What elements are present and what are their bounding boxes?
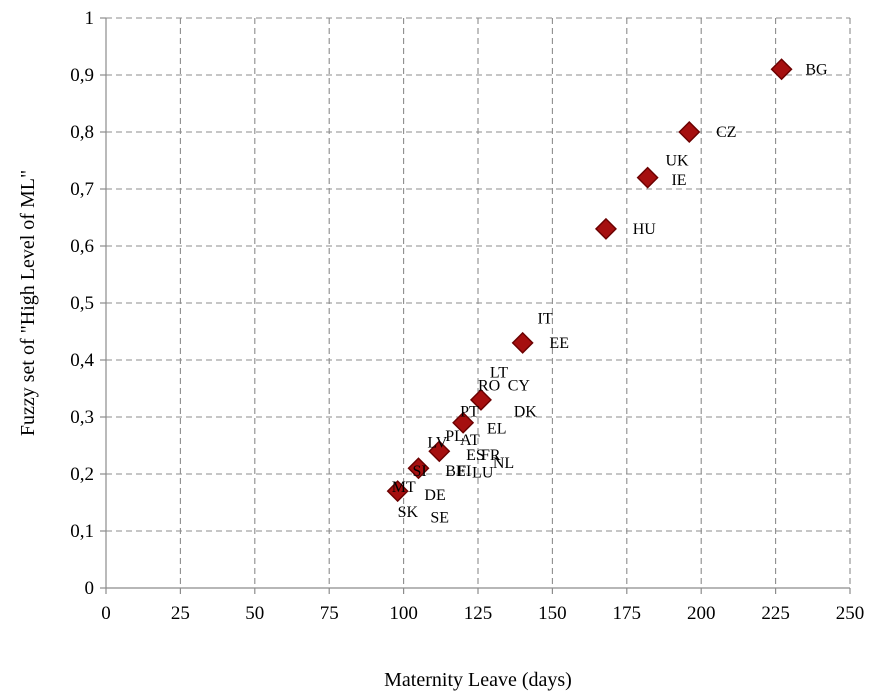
data-point — [594, 217, 617, 240]
point-label: SE — [430, 509, 449, 526]
y-tick-label: 0,7 — [70, 179, 94, 200]
y-tick-label: 0,6 — [70, 236, 94, 257]
data-point — [452, 411, 475, 434]
point-label: AT — [460, 432, 480, 449]
point-label: FI — [457, 463, 471, 480]
point-label: EE — [549, 335, 569, 352]
data-point — [428, 440, 451, 463]
point-label: NL — [493, 455, 514, 472]
point-label: CZ — [716, 124, 736, 141]
point-label: LV — [427, 435, 447, 452]
point-label: LT — [490, 365, 508, 382]
point-label: ES — [466, 447, 485, 464]
tick-label-layer: 0 0,1 0,2 0,3 0,4 0,5 0,6 0,7 0,8 0,9 1 0 25 50 75 100 1… — [70, 8, 864, 624]
x-tick-label: 250 — [836, 603, 865, 624]
x-tick-label: 75 — [320, 603, 339, 624]
point-label: DE — [424, 487, 445, 504]
y-tick-label: 0,8 — [70, 122, 94, 143]
y-tick-label: 0,2 — [70, 464, 94, 485]
y-axis-title: Fuzzy set of "High Level of ML" — [17, 170, 39, 436]
grid-layer — [106, 17, 851, 588]
data-point — [469, 388, 492, 411]
x-axis-title: Maternity Leave (days) — [384, 669, 572, 691]
y-tick-label: 0,1 — [70, 521, 94, 542]
point-label: LU — [472, 464, 494, 481]
marker-layer — [386, 58, 793, 503]
x-tick-label: 225 — [761, 603, 790, 624]
point-label: SK — [398, 504, 419, 521]
point-label: SI — [413, 463, 427, 480]
x-tick-label: 25 — [171, 603, 190, 624]
data-point — [678, 121, 701, 143]
point-label: UK — [665, 153, 689, 170]
point-label: EL — [487, 420, 507, 437]
x-tick-label: 50 — [245, 603, 264, 624]
x-tick-label: 175 — [613, 603, 642, 624]
point-label: RO — [478, 378, 500, 395]
point-label: HU — [633, 221, 657, 238]
x-tick-label: 125 — [464, 603, 493, 624]
x-tick-label: 200 — [687, 603, 716, 624]
x-tick-label: 0 — [101, 603, 111, 624]
data-point — [636, 166, 659, 189]
data-point — [407, 457, 430, 480]
x-tick-label: 100 — [389, 603, 418, 624]
x-tick-label: 150 — [538, 603, 567, 624]
data-point — [386, 480, 409, 503]
y-tick-label: 0,3 — [70, 407, 94, 428]
data-point — [511, 331, 534, 354]
point-label: FR — [481, 447, 501, 464]
y-tick-label: 0 — [85, 578, 95, 599]
y-tick-label: 1 — [85, 8, 95, 29]
axis-layer — [100, 17, 851, 594]
point-label: BE — [445, 463, 465, 480]
point-label: BG — [805, 61, 828, 78]
point-label: DK — [514, 403, 538, 420]
point-label: PT — [460, 403, 479, 420]
point-label: CY — [508, 378, 531, 395]
point-label: MT — [392, 479, 416, 496]
point-label: IT — [538, 310, 553, 327]
point-label: PL — [445, 428, 464, 445]
data-point — [770, 58, 793, 81]
y-tick-label: 0,5 — [70, 293, 94, 314]
point-label: IE — [671, 172, 686, 189]
y-tick-label: 0,4 — [70, 350, 94, 371]
y-tick-label: 0,9 — [70, 65, 94, 86]
